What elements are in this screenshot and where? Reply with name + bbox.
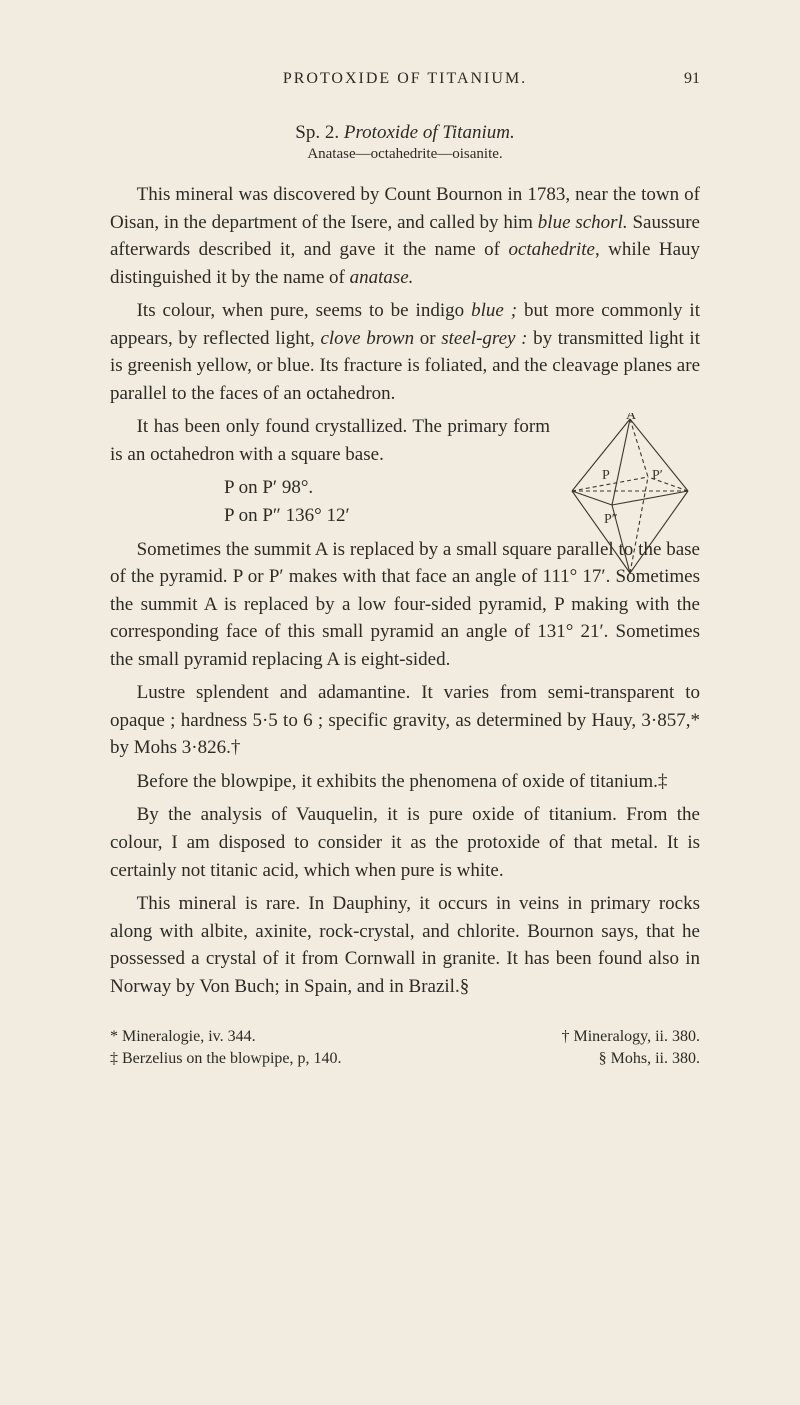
svg-text:A: A [626, 413, 637, 423]
footnote: ‡ Berzelius on the blowpipe, p, 140. [110, 1050, 342, 1068]
term: blue ; [471, 300, 517, 321]
term: blue schorl. [538, 212, 628, 233]
sp-label: Sp. 2. [295, 122, 339, 143]
paragraph: By the analysis of Vauquelin, it is pure… [110, 801, 700, 884]
running-title: PROTOXIDE OF TITANIUM. [150, 70, 660, 88]
svg-text:P′: P′ [652, 468, 663, 483]
paragraph: Its colour, when pure, seems to be indig… [110, 297, 700, 407]
octahedron-figure: A P P′ P″ [560, 413, 710, 583]
term: steel-grey : [441, 328, 527, 349]
text: or [414, 328, 441, 349]
paragraph: Lustre splendent and adamantine. It vari… [110, 679, 700, 762]
section-heading: Sp. 2. Protoxide of Titanium. [110, 122, 700, 144]
svg-text:P″: P″ [604, 512, 618, 527]
term: clove brown [320, 328, 414, 349]
paragraph: This mineral is rare. In Dauphiny, it oc… [110, 890, 700, 1000]
paragraph: This mineral was discovered by Count Bou… [110, 181, 700, 291]
text: Its colour, when pure, seems to be indig… [137, 300, 471, 321]
footnote: * Mineralogie, iv. 344. [110, 1028, 256, 1046]
footnotes: * Mineralogie, iv. 344. † Mineralogy, ii… [110, 1028, 700, 1068]
svg-text:P: P [602, 468, 610, 483]
section-subheading: Anatase—octahedrite—oisanite. [110, 146, 700, 163]
term: anatase. [350, 267, 414, 288]
paragraph: Before the blowpipe, it exhibits the phe… [110, 768, 700, 796]
term: octahedrite [508, 239, 595, 260]
page-number: 91 [660, 70, 700, 88]
sp-title: Protoxide of Titanium. [344, 122, 515, 143]
footnote: § Mohs, ii. 380. [599, 1050, 700, 1068]
footnote: † Mineralogy, ii. 380. [562, 1028, 701, 1046]
